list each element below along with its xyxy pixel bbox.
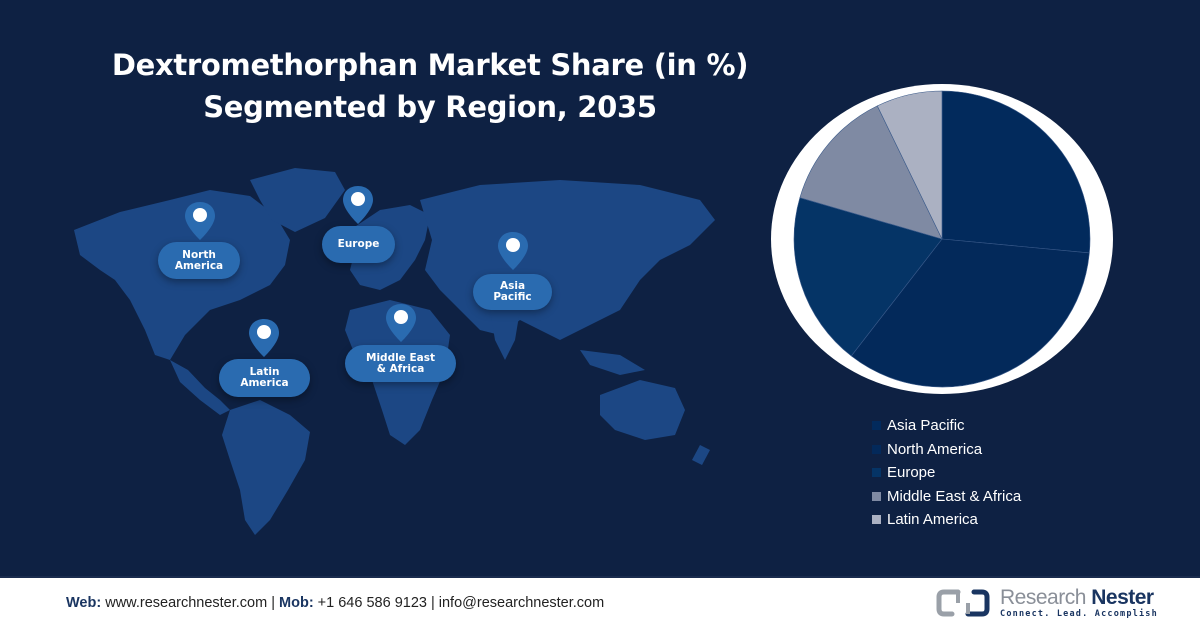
legend-item-latin-america: Latin America <box>872 508 1021 532</box>
chart-legend: Asia Pacific North America Europe Middle… <box>872 414 1021 532</box>
legend-label: Europe <box>887 464 936 482</box>
region-label-latin-america: Latin America <box>219 359 310 397</box>
pie-slice-north-america <box>850 238 1090 388</box>
location-pin-icon <box>498 232 528 270</box>
region-label-text: Europe <box>337 238 380 250</box>
logo-tagline: Connect. Lead. Accomplish <box>1000 609 1158 619</box>
legend-swatch <box>872 444 881 454</box>
logo-mark-icon <box>936 589 990 617</box>
legend-swatch <box>872 515 881 525</box>
title-line-1: Dextromethorphan Market Share (in %) <box>111 48 749 82</box>
region-label-text: Middle East & Africa <box>366 351 435 375</box>
legend-item-north-america: North America <box>872 438 1021 462</box>
contact-info: Web: www.researchnester.com | Mob: +1 64… <box>66 595 604 611</box>
region-label-text: Asia Pacific <box>493 280 532 303</box>
legend-item-europe: Europe <box>872 461 1021 485</box>
location-pin-icon <box>249 319 279 357</box>
mob-email-value: +1 646 586 9123 | info@researchnester.co… <box>313 595 605 611</box>
pie-chart <box>771 84 1113 394</box>
web-label: Web: <box>66 595 102 611</box>
research-nester-logo: Research Nester Connect. Lead. Accomplis… <box>936 587 1158 619</box>
logo-word-research: Research <box>1000 586 1086 609</box>
legend-label: Middle East & Africa <box>887 487 1022 505</box>
legend-swatch <box>872 491 881 501</box>
legend-label: Asia Pacific <box>887 417 965 435</box>
region-label-text: North America <box>174 248 224 272</box>
web-value[interactable]: www.researchnester.com | <box>101 595 280 611</box>
pie-slice-latin-america <box>876 90 943 240</box>
legend-swatch <box>872 468 881 478</box>
legend-item-asia-pacific: Asia Pacific <box>872 414 1021 438</box>
region-label-north-america: North America <box>158 242 240 279</box>
region-label-middle-east-africa: Middle East & Africa <box>345 345 456 382</box>
pie-slice-asia-pacific <box>941 90 1091 254</box>
pie-slice-middle-east-africa <box>799 105 943 240</box>
legend-label: North America <box>887 440 983 458</box>
pie-slice-europe <box>793 197 943 357</box>
legend-item-middle-east-africa: Middle East & Africa <box>872 485 1021 509</box>
title-line-2: Segmented by Region, 2035 <box>203 90 657 124</box>
legend-swatch <box>872 421 881 431</box>
location-pin-icon <box>185 202 215 240</box>
region-label-europe: Europe <box>322 226 395 263</box>
region-label-text: Latin America <box>240 366 289 389</box>
region-label-asia-pacific: Asia Pacific <box>473 274 552 310</box>
chart-title: Dextromethorphan Market Share (in %) Seg… <box>70 44 790 128</box>
location-pin-icon <box>343 186 373 224</box>
legend-label: Latin America <box>887 511 978 529</box>
pie-slices <box>793 90 1091 388</box>
footer: Web: www.researchnester.com | Mob: +1 64… <box>0 576 1200 628</box>
location-pin-icon <box>386 304 416 342</box>
infographic-panel: Dextromethorphan Market Share (in %) Seg… <box>70 44 1113 535</box>
logo-word-nester: Nester <box>1091 586 1154 609</box>
mob-label: Mob: <box>279 595 314 611</box>
